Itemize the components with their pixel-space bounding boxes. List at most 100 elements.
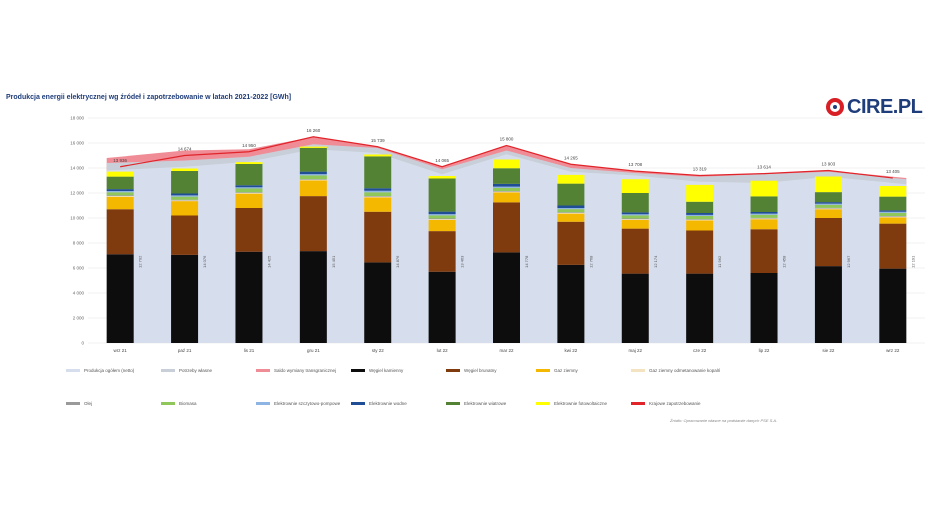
bar-segment-fotowoltaiczne	[557, 174, 585, 184]
legend-item: Gaz ziemny odmetanowanie kopalń	[631, 368, 720, 373]
bar-segment-wegiel_brunatny	[621, 228, 649, 274]
bar-segment-wegiel_brunatny	[171, 215, 199, 255]
bar-segment-wiatrowe	[171, 171, 199, 194]
bar-segment-wiatrowe	[299, 147, 327, 172]
legend-swatch	[631, 402, 645, 405]
bar-segment-wegiel_kamienny	[686, 273, 714, 343]
top-data-label: 14 950	[242, 143, 256, 148]
y-tick-label: 8 000	[73, 241, 85, 246]
side-data-label: 14 778	[524, 255, 529, 268]
bar-segment-gaz	[299, 180, 327, 197]
bar-segment-wiatrowe	[879, 196, 907, 211]
x-tick-label: lut 22	[437, 348, 449, 353]
bar-segment-olej	[557, 212, 585, 213]
bar-segment-szczytowo_pompowe	[428, 214, 456, 216]
legend-swatch	[351, 402, 365, 405]
bar-segment-wegiel_kamienny	[750, 273, 778, 343]
bar-segment-gaz_odmetanowanie	[364, 196, 392, 198]
legend-label: Elektrownie szczytowo-pompowe	[274, 401, 341, 406]
bar-segment-wiatrowe	[428, 178, 456, 212]
line-krajowe_zapotrzebowanie	[120, 136, 893, 179]
bar-segment-biomasa	[493, 187, 520, 191]
bar-segment-fotowoltaiczne	[364, 154, 392, 157]
legend-label: Biomasa	[179, 401, 197, 406]
legend-swatch	[66, 369, 80, 372]
legend-label: Saldo wymiany transgranicznej	[274, 368, 337, 373]
bar-segment-biomasa	[750, 214, 778, 218]
top-data-label: 15 800	[500, 137, 514, 142]
bar-segment-wodne	[557, 205, 585, 208]
bar-segment-wegiel_kamienny	[493, 252, 520, 343]
x-tick-label: maj 22	[629, 348, 643, 353]
bar-segment-wiatrowe	[235, 164, 263, 186]
legend-swatch	[351, 369, 365, 372]
bar-segment-wodne	[621, 212, 649, 215]
y-tick-label: 6 000	[73, 266, 85, 271]
y-tick-label: 10 000	[70, 216, 84, 221]
bar-segment-wodne	[235, 185, 263, 188]
bar-segment-biomasa	[686, 216, 714, 220]
legend-item: Elektrownie fotowoltaiczne	[536, 401, 607, 406]
legend-label: Węgiel brunatny	[464, 368, 497, 373]
bar-segment-wodne	[686, 213, 714, 215]
bar-segment-szczytowo_pompowe	[171, 195, 199, 197]
legend-item: Węgiel kamienny	[351, 368, 403, 373]
source-note: Źródło: Opracowanie własne na podstawie …	[670, 418, 778, 423]
bar-segment-wegiel_brunatny	[364, 211, 392, 263]
bar-segment-wegiel_brunatny	[750, 229, 778, 273]
bar-segment-wiatrowe	[493, 168, 520, 184]
bar-segment-wegiel_brunatny	[299, 196, 327, 252]
bar-segment-wegiel_brunatny	[493, 202, 520, 253]
legend-label: Potrzeby własne	[179, 368, 213, 373]
bar-segment-wodne	[814, 202, 842, 204]
side-data-label: 12 768	[588, 255, 593, 268]
bar-segment-wegiel_brunatny	[428, 231, 456, 272]
legend-swatch	[446, 402, 460, 405]
side-data-label: 13 463	[460, 255, 465, 268]
bar-segment-wodne	[171, 193, 199, 196]
bar-segment-gaz	[557, 213, 585, 222]
bar-segment-fotowoltaiczne	[235, 162, 263, 164]
y-tick-label: 18 000	[70, 116, 84, 121]
cire-logo: CIRE.PL	[826, 94, 923, 120]
bar-segment-szczytowo_pompowe	[814, 203, 842, 205]
bar-segment-wegiel_kamienny	[557, 264, 585, 343]
x-tick-label: wrz 21	[114, 348, 128, 353]
bar-segment-fotowoltaiczne	[299, 146, 327, 148]
legend-swatch	[536, 369, 550, 372]
bar-segment-gaz_odmetanowanie	[750, 218, 778, 220]
y-tick-label: 16 000	[70, 141, 84, 146]
y-tick-label: 12 000	[70, 191, 84, 196]
bar-segment-gaz	[364, 197, 392, 212]
logo-text: CIRE.PL	[847, 95, 923, 118]
top-data-label: 14 265	[564, 155, 578, 160]
bar-segment-gaz	[879, 217, 907, 224]
legend-swatch	[256, 369, 270, 372]
bar-segment-gaz_odmetanowanie	[557, 212, 585, 214]
legend-label: Gaz ziemny odmetanowanie kopalń	[649, 368, 721, 373]
legend-label: Elektrownie wiatrowe	[464, 401, 507, 406]
x-tick-label: sty 22	[372, 348, 385, 353]
bar-segment-wegiel_brunatny	[557, 221, 585, 265]
legend-swatch	[161, 369, 175, 372]
bar-segment-biomasa	[106, 192, 134, 196]
bar-segment-szczytowo_pompowe	[493, 186, 520, 188]
side-data-label: 12 458	[782, 255, 787, 268]
bar-segment-fotowoltaiczne	[493, 159, 520, 169]
x-tick-label: lip 22	[759, 348, 770, 353]
legend-label: Elektrownie wodne	[369, 401, 407, 406]
bar-segment-fotowoltaiczne	[428, 176, 456, 179]
legend-item: Elektrownie wodne	[351, 401, 407, 406]
bar-segment-wegiel_kamienny	[171, 254, 199, 343]
bar-segment-wodne	[364, 188, 392, 191]
y-tick-label: 0	[81, 341, 84, 346]
x-tick-label: kwi 22	[565, 348, 578, 353]
bar-segment-fotowoltaiczne	[879, 186, 907, 197]
legend-item: Węgiel brunatny	[446, 368, 497, 373]
x-tick-label: mar 22	[499, 348, 514, 353]
bar-segment-biomasa	[814, 204, 842, 208]
bar-segment-biomasa	[299, 175, 327, 180]
bar-segment-wodne	[879, 210, 907, 212]
bar-segment-olej	[364, 196, 392, 197]
